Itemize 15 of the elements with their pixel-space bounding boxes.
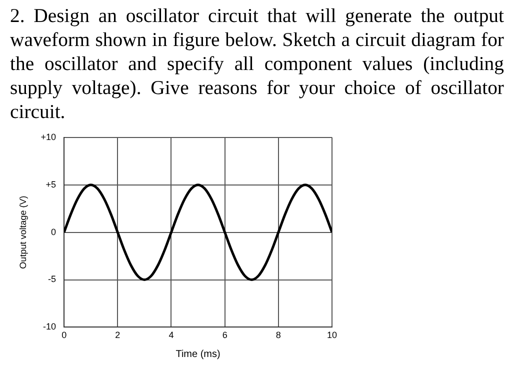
x-tick-label: 8	[276, 330, 281, 340]
x-tick-label: 10	[326, 330, 338, 340]
y-tick-label: -5	[48, 274, 56, 284]
x-tick-label: 6	[222, 330, 228, 340]
y-tick-label: 0	[51, 226, 56, 237]
y-tick-label: -10	[43, 322, 56, 332]
x-tick-label: 4	[168, 330, 174, 340]
y-axis-title: Output voltage (V)	[18, 196, 28, 269]
line-series	[64, 184, 332, 281]
chart-title: 2. Design an oscillator circuit that will generate the output waveform shown in figure below. Sketch a circuit diagram for the oscillator and specify all component values (including supply voltage). Give reasons for your choice of oscillator circuit.	[10, 4, 504, 124]
x-tick-label: 2	[115, 330, 120, 340]
y-tick-label: +10	[40, 132, 56, 142]
x-tick-label: 0	[62, 330, 67, 340]
x-axis-title: Time (ms)	[176, 348, 220, 360]
y-tick-label: +5	[46, 179, 56, 190]
